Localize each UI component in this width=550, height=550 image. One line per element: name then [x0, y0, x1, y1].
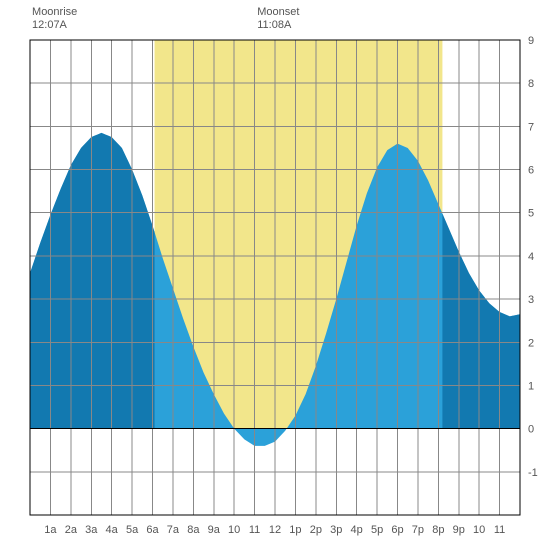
- svg-text:4a: 4a: [106, 524, 119, 536]
- moonset-label: Moonset: [257, 6, 299, 19]
- svg-text:12: 12: [269, 524, 281, 536]
- svg-text:4: 4: [528, 251, 534, 263]
- moonrise-label: Moonrise: [32, 6, 77, 19]
- svg-text:8: 8: [528, 78, 534, 90]
- svg-text:7: 7: [528, 121, 534, 133]
- svg-text:2: 2: [528, 337, 534, 349]
- moonrise-annotation: Moonrise 12:07A: [32, 6, 77, 32]
- svg-text:6p: 6p: [391, 524, 403, 536]
- svg-text:1: 1: [528, 380, 534, 392]
- svg-text:3p: 3p: [330, 524, 342, 536]
- svg-text:0: 0: [528, 424, 534, 436]
- svg-text:5: 5: [528, 208, 534, 220]
- svg-text:7a: 7a: [167, 524, 180, 536]
- svg-text:2a: 2a: [65, 524, 78, 536]
- tide-chart: Moonrise 12:07A Moonset 11:08A 1a2a3a4a5…: [0, 0, 550, 550]
- svg-text:11: 11: [494, 524, 505, 536]
- svg-text:10: 10: [473, 524, 485, 536]
- moonset-time: 11:08A: [257, 19, 299, 32]
- chart-svg: 1a2a3a4a5a6a7a8a9a1011121p2p3p4p5p6p7p8p…: [0, 0, 550, 550]
- svg-text:5a: 5a: [126, 524, 139, 536]
- svg-text:6a: 6a: [146, 524, 159, 536]
- svg-text:8p: 8p: [432, 524, 444, 536]
- svg-text:2p: 2p: [310, 524, 322, 536]
- svg-text:10: 10: [228, 524, 240, 536]
- svg-text:11: 11: [249, 524, 260, 536]
- svg-text:9a: 9a: [208, 524, 221, 536]
- svg-text:-1: -1: [528, 467, 538, 479]
- moonrise-time: 12:07A: [32, 19, 77, 32]
- svg-text:9p: 9p: [453, 524, 465, 536]
- svg-text:4p: 4p: [351, 524, 363, 536]
- svg-text:6: 6: [528, 165, 534, 177]
- svg-text:1p: 1p: [289, 524, 301, 536]
- svg-text:3: 3: [528, 294, 534, 306]
- svg-text:3a: 3a: [85, 524, 98, 536]
- svg-text:1a: 1a: [44, 524, 57, 536]
- svg-text:9: 9: [528, 35, 534, 47]
- svg-text:7p: 7p: [412, 524, 424, 536]
- svg-text:5p: 5p: [371, 524, 383, 536]
- moonset-annotation: Moonset 11:08A: [257, 6, 299, 32]
- svg-text:8a: 8a: [187, 524, 200, 536]
